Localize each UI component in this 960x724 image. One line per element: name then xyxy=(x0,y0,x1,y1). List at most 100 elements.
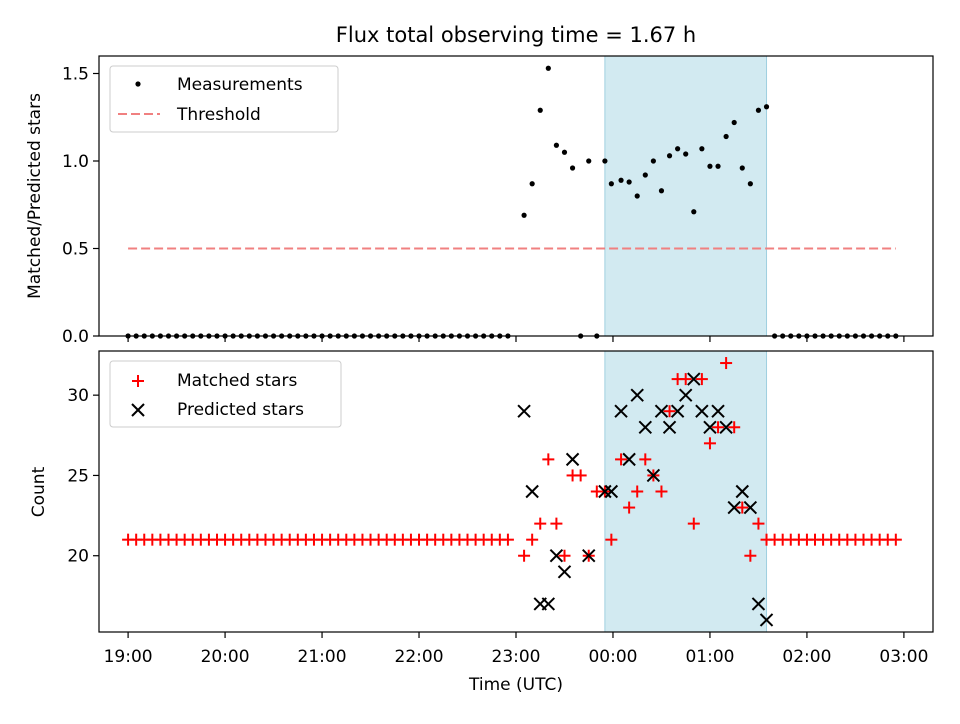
measurement-point xyxy=(537,107,543,113)
x-b xyxy=(743,500,758,515)
predicted-star-point xyxy=(654,404,669,418)
predicted-star-point xyxy=(565,452,580,467)
measurement-point xyxy=(658,188,665,194)
legend-measurements-label: Measurements xyxy=(177,75,303,95)
matched-star-point xyxy=(501,533,514,546)
matched-star-point xyxy=(574,469,587,482)
x-b xyxy=(703,420,717,434)
matched-star-point xyxy=(518,549,531,562)
matched-star-point xyxy=(663,405,676,418)
x-b xyxy=(622,452,636,467)
measurement-point xyxy=(608,181,614,187)
matched-star-point xyxy=(558,549,571,562)
matched-star-point xyxy=(631,485,644,498)
matched-star-point xyxy=(534,517,547,530)
bottom-x-ticks: 19:00 20:00 21:00 22:00 23:00 00:00 01:00 02:00… xyxy=(104,632,928,667)
matched-star-point xyxy=(639,453,652,466)
matched-star-point xyxy=(712,421,725,434)
chart-title: Flux total observing time = 1.67 h xyxy=(336,23,696,47)
x-b xyxy=(630,388,644,402)
x-tick-label: 02:00 xyxy=(782,647,831,667)
predicted-star-point xyxy=(622,452,636,467)
predicted-star-point xyxy=(662,420,677,434)
top-shaded-region xyxy=(604,55,768,337)
x-b xyxy=(695,404,709,418)
x-axis-label: Time (UTC) xyxy=(468,675,563,695)
x-b xyxy=(711,404,725,418)
predicted-star-point xyxy=(517,404,531,418)
top-legend-box xyxy=(109,65,339,133)
matched-star-point xyxy=(526,533,539,546)
predicted-star-point xyxy=(614,404,628,418)
predicted-star-point xyxy=(759,613,774,627)
measurement-point xyxy=(666,153,673,159)
top-y-axis-label: Matched/Predicted stars xyxy=(25,93,45,299)
matched-star-point xyxy=(542,453,555,466)
x-b xyxy=(654,404,669,418)
x-b xyxy=(662,420,677,434)
measurement-point xyxy=(545,65,551,71)
y-tick-label: 1.0 xyxy=(62,152,89,172)
measurement-point xyxy=(553,142,560,148)
x-tick-label: 01:00 xyxy=(685,647,734,667)
matched-star-point xyxy=(889,533,902,546)
y-tick-label: 0.0 xyxy=(62,327,89,347)
x-b xyxy=(759,613,774,627)
matched-star-point xyxy=(679,373,692,386)
legend-matched-label: Matched stars xyxy=(177,371,297,391)
measurement-point xyxy=(699,146,705,152)
top-y-ticks: 0.0 0.5 1.0 1.5 xyxy=(62,65,99,347)
measurement-point xyxy=(521,212,527,218)
predicted-star-point xyxy=(719,420,733,434)
y-tick-label: 1.5 xyxy=(62,65,89,85)
matched-star-point xyxy=(550,517,563,530)
top-legend: Measurements Threshold xyxy=(109,65,339,133)
matched-star-point xyxy=(655,485,668,498)
matched-star-point xyxy=(728,421,741,434)
predicted-star-point xyxy=(582,549,596,563)
matched-star-point xyxy=(623,501,636,514)
measurement-point xyxy=(763,104,770,110)
predicted-star-point xyxy=(604,484,619,499)
measurement-point xyxy=(723,133,729,140)
x-b xyxy=(751,597,766,611)
legend-threshold-label: Threshold xyxy=(176,105,261,125)
x-b xyxy=(670,404,685,418)
bottom-legend: Matched stars Predicted stars xyxy=(109,360,342,428)
predicted-star-point xyxy=(549,549,564,563)
x-b xyxy=(557,565,572,579)
x-b xyxy=(525,484,539,499)
legend-matched-marker xyxy=(132,375,144,387)
y-tick-label: 30 xyxy=(67,386,89,406)
measurement-point xyxy=(715,163,721,169)
y-tick-label: 20 xyxy=(67,547,89,567)
measurement-point xyxy=(561,149,568,155)
legend-predicted-label: Predicted stars xyxy=(177,400,304,420)
measurement-point xyxy=(731,119,737,126)
x-tick-label: 21:00 xyxy=(298,647,347,667)
predicted-star-point xyxy=(525,484,539,499)
predicted-star-point xyxy=(638,420,653,434)
x-b xyxy=(614,404,628,418)
measurement-point xyxy=(602,158,608,164)
bottom-y-axis-label: Count xyxy=(29,466,49,517)
measurement-point xyxy=(755,107,762,113)
matched-star-point xyxy=(703,437,716,450)
predicted-star-point xyxy=(727,500,741,515)
measurement-point xyxy=(634,193,640,199)
predicted-star-point xyxy=(598,484,612,499)
matched-star-point xyxy=(744,549,757,562)
y-tick-label: 0.5 xyxy=(62,240,89,260)
x-tick-label: 19:00 xyxy=(104,647,153,667)
x-b xyxy=(604,484,619,499)
predicted-star-point xyxy=(630,388,644,402)
matched-star-point xyxy=(695,373,708,386)
matched-star-point xyxy=(736,501,749,514)
legend-measurements-marker xyxy=(135,81,141,87)
bottom-marks xyxy=(122,357,902,627)
x-b xyxy=(679,388,693,402)
predicted-star-point xyxy=(646,468,661,483)
x-b xyxy=(719,420,733,434)
